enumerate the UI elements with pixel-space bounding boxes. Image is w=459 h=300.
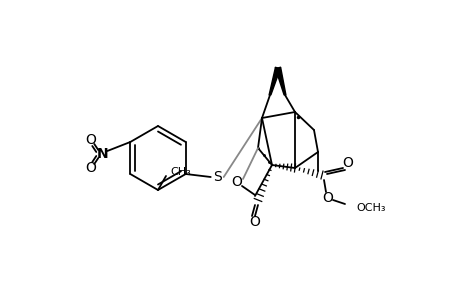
Text: O: O: [322, 191, 333, 205]
Text: O: O: [249, 215, 260, 229]
Text: O: O: [342, 156, 353, 170]
Text: O: O: [84, 133, 95, 147]
Text: N: N: [96, 147, 108, 161]
Polygon shape: [274, 67, 285, 95]
Text: O: O: [84, 161, 95, 175]
Text: S: S: [213, 170, 222, 184]
Text: O: O: [231, 175, 242, 189]
Polygon shape: [269, 67, 280, 95]
Text: CH₃: CH₃: [170, 167, 190, 177]
Text: OCH₃: OCH₃: [355, 203, 385, 213]
